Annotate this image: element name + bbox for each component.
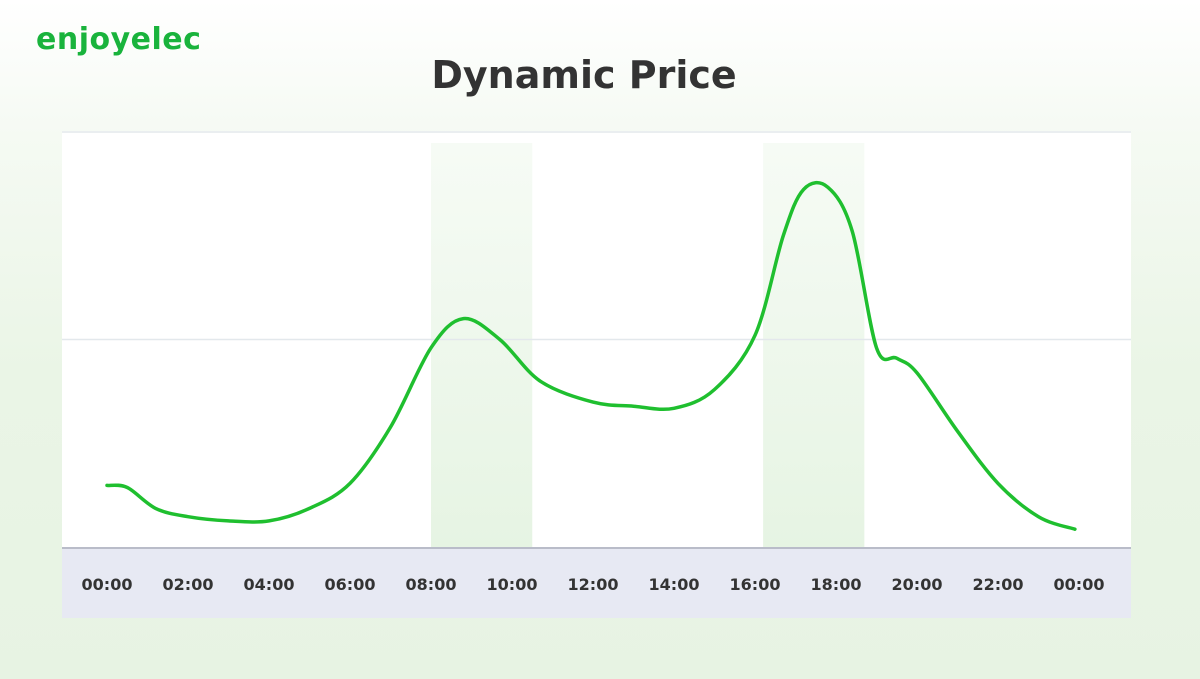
highlight-band (431, 143, 533, 548)
x-tick-label: 00:00 (82, 575, 133, 594)
x-tick-label: 00:00 (1054, 575, 1105, 594)
x-tick-label: 22:00 (973, 575, 1024, 594)
x-tick-label: 04:00 (244, 575, 295, 594)
x-tick-label: 20:00 (892, 575, 943, 594)
series-group (105, 180, 1077, 531)
x-tick-label: 16:00 (730, 575, 781, 594)
chart-container: 00:00 02:00 04:00 06:00 08:00 10:00 12:00 14:00… (62, 131, 1131, 618)
x-tick-label: 06:00 (325, 575, 376, 594)
x-tick-label: 02:00 (163, 575, 214, 594)
highlight-band (763, 143, 865, 548)
highlight-bands (431, 143, 865, 548)
brand-logo: enjoyelec (36, 22, 202, 57)
price-line (105, 180, 1077, 531)
x-axis-band (62, 548, 1131, 618)
price-chart: 00:00 02:00 04:00 06:00 08:00 10:00 12:00 14:00… (62, 131, 1131, 618)
x-tick-label: 10:00 (487, 575, 538, 594)
x-tick-label: 18:00 (811, 575, 862, 594)
gridlines (62, 131, 1131, 341)
x-tick-label: 12:00 (568, 575, 619, 594)
x-tick-label: 14:00 (649, 575, 700, 594)
chart-title: Dynamic Price (431, 53, 737, 97)
x-tick-label: 08:00 (406, 575, 457, 594)
x-tick-labels: 00:00 02:00 04:00 06:00 08:00 10:00 12:00 14:00… (82, 575, 1105, 594)
